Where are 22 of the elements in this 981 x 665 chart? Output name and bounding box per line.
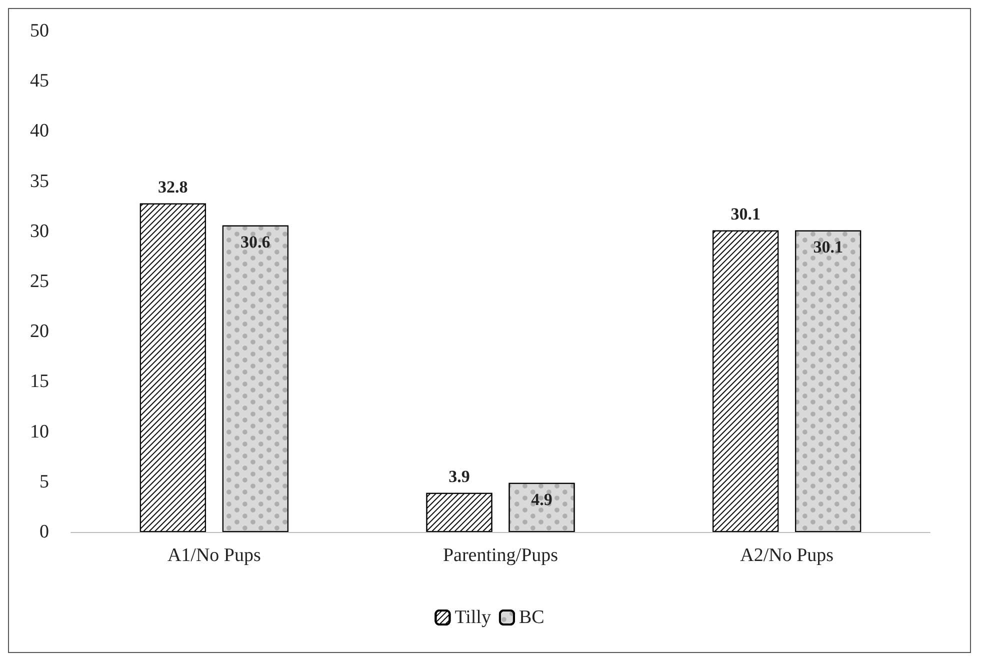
y-tick-label: 15 bbox=[30, 371, 49, 392]
data-label: 4.9 bbox=[531, 490, 552, 509]
y-tick-label: 30 bbox=[30, 220, 49, 242]
y-tick-label: 50 bbox=[30, 20, 49, 42]
y-tick-label: 10 bbox=[30, 421, 49, 442]
y-tick-label: 40 bbox=[30, 120, 49, 142]
y-tick-label: 20 bbox=[30, 321, 49, 342]
data-label: 30.1 bbox=[813, 237, 843, 256]
x-tick-label: Parenting/Pups bbox=[442, 545, 558, 566]
data-label: 3.9 bbox=[448, 466, 470, 486]
data-label: 30.1 bbox=[730, 204, 760, 224]
y-tick-label: 5 bbox=[40, 471, 49, 492]
data-label: 30.6 bbox=[240, 232, 270, 252]
x-tick-label: A2/No Pups bbox=[740, 545, 834, 566]
legend-label: Tilly bbox=[454, 607, 492, 628]
data-label: 32.8 bbox=[158, 177, 188, 196]
y-tick-label: 0 bbox=[40, 522, 49, 542]
y-tick-label: 35 bbox=[30, 170, 49, 192]
y-tick-label: 45 bbox=[30, 70, 49, 92]
x-tick-label: A1/No Pups bbox=[167, 545, 261, 566]
legend-label: BC bbox=[518, 607, 544, 628]
y-tick-label: 25 bbox=[30, 271, 49, 292]
